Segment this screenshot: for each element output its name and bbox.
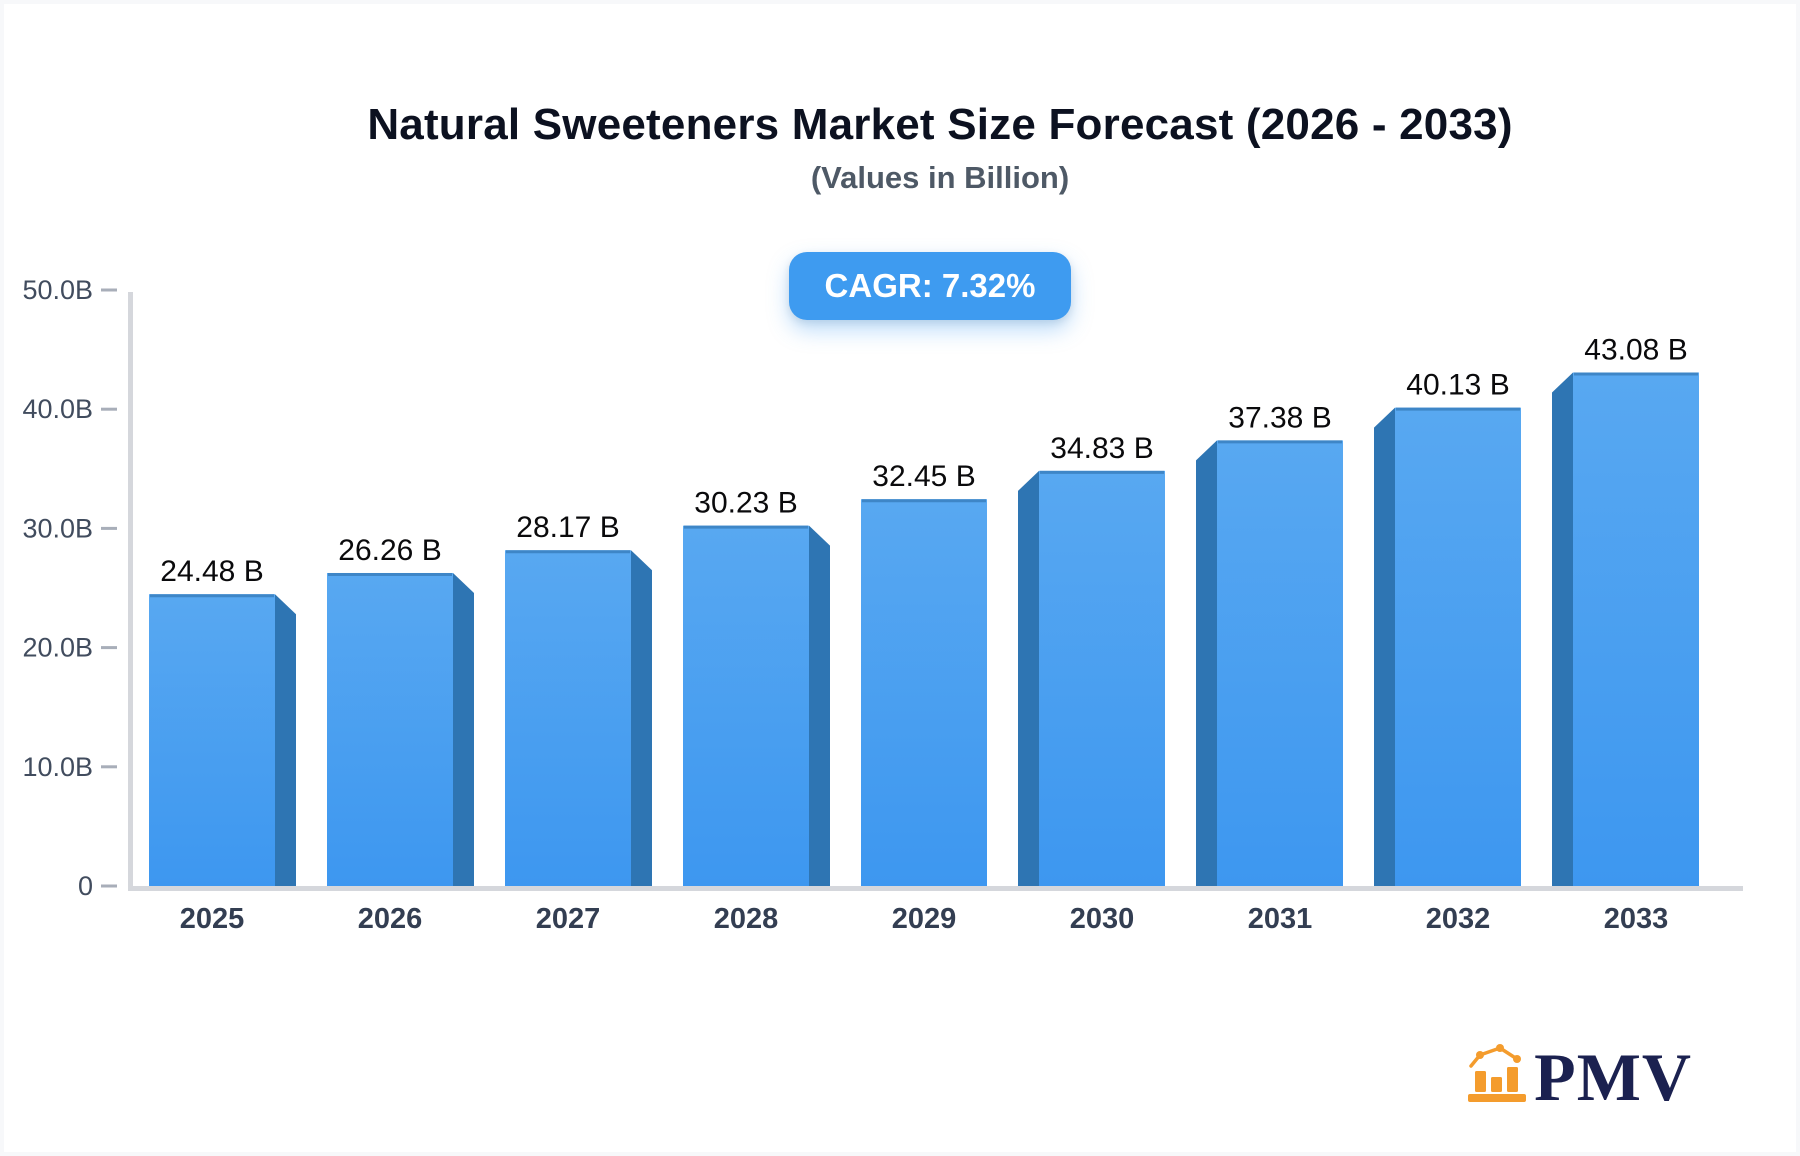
cagr-badge-wrap: CAGR: 7.32% bbox=[60, 252, 1800, 320]
chart-subtitle: (Values in Billion) bbox=[810, 160, 1070, 195]
bar-value-label: 43.08 B bbox=[1584, 333, 1687, 366]
bar-value-label: 40.13 B bbox=[1406, 369, 1509, 402]
bar-face bbox=[149, 594, 275, 886]
bar-side-panel bbox=[275, 594, 296, 886]
y-axis-tick bbox=[101, 526, 117, 530]
bar-value-label: 34.83 B bbox=[1050, 432, 1153, 465]
x-axis-label: 2032 bbox=[1426, 903, 1491, 935]
y-axis-line bbox=[128, 292, 133, 891]
bar-face bbox=[1217, 440, 1343, 886]
bar-2033 bbox=[1552, 372, 1699, 886]
bar-face bbox=[505, 550, 631, 886]
x-axis-line bbox=[128, 886, 1743, 891]
pmv-logo-text: PMV bbox=[1534, 1038, 1692, 1115]
bar-2026 bbox=[327, 572, 474, 886]
y-axis-tick bbox=[101, 646, 117, 650]
bar-side-panel bbox=[453, 572, 474, 886]
bar-value-label: 37.38 B bbox=[1228, 401, 1331, 434]
y-axis-tick bbox=[101, 765, 117, 769]
x-axis-label: 2030 bbox=[1070, 903, 1135, 935]
bar-side-panel bbox=[1196, 440, 1217, 886]
y-axis-tick-label: 10.0B bbox=[22, 752, 93, 782]
x-axis-label: 2029 bbox=[892, 903, 957, 935]
bar-chart-icon bbox=[1468, 1044, 1527, 1102]
bar-side-panel bbox=[1018, 470, 1039, 886]
y-axis-tick-label: 30.0B bbox=[22, 513, 93, 543]
y-axis-tick bbox=[101, 407, 117, 411]
logo-trend-dot bbox=[1476, 1051, 1485, 1059]
y-axis-tick-label: 40.0B bbox=[22, 394, 93, 424]
pmv-logo: PMV bbox=[1467, 1038, 1692, 1115]
bar-2031 bbox=[1196, 440, 1343, 886]
cagr-badge: CAGR: 7.32% bbox=[788, 252, 1072, 320]
bar-side-panel bbox=[1552, 372, 1573, 886]
bar-value-label: 24.48 B bbox=[160, 555, 263, 588]
bar-side-panel bbox=[809, 525, 830, 886]
x-axis-label: 2026 bbox=[358, 903, 423, 935]
bar-value-label: 28.17 B bbox=[516, 511, 619, 544]
y-axis-tick bbox=[101, 288, 117, 292]
bar-face bbox=[1039, 470, 1165, 886]
bar-2029 bbox=[861, 499, 987, 886]
y-axis-tick-label: 50.0B bbox=[22, 275, 93, 305]
bar-face bbox=[683, 525, 809, 886]
bar-value-label: 32.45 B bbox=[872, 460, 975, 493]
bar-value-label: 30.23 B bbox=[694, 487, 797, 520]
bar-face bbox=[1573, 372, 1699, 886]
bar-2028 bbox=[683, 525, 830, 886]
logo-bar bbox=[1491, 1077, 1503, 1092]
x-axis-label: 2025 bbox=[180, 903, 245, 935]
bars bbox=[149, 372, 1699, 886]
logo-base bbox=[1468, 1094, 1527, 1102]
bar-2025 bbox=[149, 594, 296, 886]
logo-trend-dot bbox=[1513, 1055, 1522, 1063]
bar-2030 bbox=[1018, 470, 1165, 886]
x-axis-label: 2031 bbox=[1248, 903, 1313, 935]
x-axis-label: 2033 bbox=[1604, 903, 1669, 935]
y-axis-tick-label: 20.0B bbox=[22, 633, 93, 663]
y-axis-tick bbox=[101, 884, 117, 888]
bar-side-panel bbox=[1374, 407, 1395, 886]
axes bbox=[101, 288, 1743, 891]
bar-side-panel bbox=[631, 550, 652, 886]
y-axis-tick-label: 0 bbox=[78, 871, 93, 901]
logo-bar bbox=[1507, 1067, 1519, 1092]
x-axis-label: 2027 bbox=[536, 903, 601, 935]
logo-bar bbox=[1475, 1071, 1487, 1092]
bar-face bbox=[327, 572, 453, 886]
bar-2027 bbox=[505, 550, 652, 886]
labels: 0 10.0B 20.0B 30.0B 40.0B 50.0B 24.48 B 2025 26.… bbox=[22, 275, 1687, 935]
bar-2032 bbox=[1374, 407, 1521, 886]
bar-face bbox=[861, 499, 987, 886]
chart-title: Natural Sweeteners Market Size Forecast … bbox=[367, 100, 1513, 149]
logo-trend-line bbox=[1469, 1046, 1519, 1068]
logo-trend-dot bbox=[1496, 1044, 1505, 1052]
bar-face bbox=[1395, 407, 1521, 886]
x-axis-label: 2028 bbox=[714, 903, 779, 935]
bar-value-label: 26.26 B bbox=[338, 534, 441, 567]
